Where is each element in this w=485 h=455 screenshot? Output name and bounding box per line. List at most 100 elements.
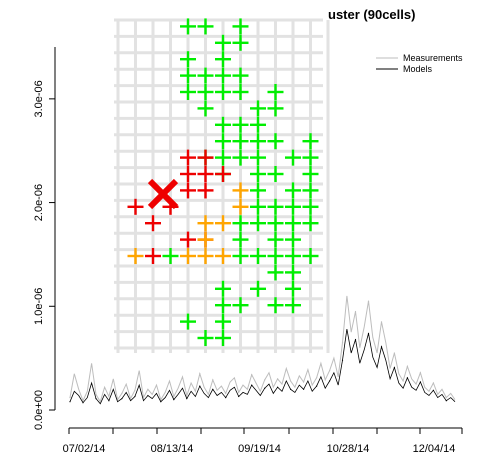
inset-cell-marker-green [302, 248, 319, 264]
y-tick-label: 3.0e-06 [33, 80, 45, 117]
data-point-measurements [121, 392, 123, 394]
series-layer [69, 295, 456, 405]
x-tick-label: 07/02/14 [63, 443, 106, 455]
data-point-measurements [238, 391, 240, 393]
data-point-models [419, 381, 421, 383]
inset-cell-marker-green [250, 166, 266, 182]
inset-cell-marker-green [232, 84, 249, 100]
x-tick-label: 08/13/14 [151, 443, 194, 455]
series-line-models [69, 329, 456, 405]
inset-cell-marker-green [232, 231, 249, 248]
inset-cell-marker-red [180, 149, 196, 166]
inset-cell-marker-green [267, 133, 284, 150]
data-point-models [367, 332, 370, 334]
data-point-measurements [147, 388, 149, 390]
inset-cell-marker-orange [197, 248, 214, 264]
inset-cell-marker-green [232, 18, 249, 35]
data-point-measurements [354, 310, 357, 313]
y-tick-label: 0.0e+00 [33, 390, 45, 430]
y-axis: 0.0e+00 1.0e-06 2.0e-06 3.0e-06 [33, 47, 56, 430]
data-point-models [108, 400, 110, 402]
data-point-models [212, 388, 214, 390]
inset-cell-marker-green [267, 198, 284, 215]
inset-cell-marker-red [197, 182, 214, 199]
inset-cell-marker-orange [180, 248, 196, 264]
inset-cell-marker-red [180, 166, 196, 182]
data-point-measurements [251, 374, 253, 376]
inset-cell-marker-orange [232, 182, 249, 199]
data-point-measurements [95, 393, 97, 395]
y-tick-label: 1.0e-06 [33, 288, 45, 325]
inset-cell-marker-green [215, 330, 231, 346]
inset-cell-marker-green [267, 248, 284, 264]
inset-cell-marker-green [215, 84, 231, 100]
inset-cell-marker-green [302, 198, 319, 215]
inset-cell-marker-green [232, 133, 249, 150]
x-tick-label: 12/04/14 [413, 443, 456, 455]
inset-cell-marker-green [285, 264, 301, 281]
selected-cell-x-marker [147, 178, 179, 210]
inset-cell-marker-green [250, 149, 266, 166]
series-line-measurements [69, 295, 456, 403]
inset-cell-marker-green [250, 100, 266, 117]
inset-cell-marker-green [162, 248, 179, 264]
inset-cell-marker-green [232, 116, 249, 133]
data-point-measurements [419, 372, 421, 374]
data-point-measurements [82, 400, 84, 402]
legend-label-models: Models [403, 64, 433, 74]
inset-cell-marker-green [215, 133, 231, 150]
inset-cell-marker-orange [215, 215, 231, 232]
inset-cell-marker-green [302, 182, 319, 199]
data-point-models [432, 389, 434, 391]
inset-cell-marker-green [285, 297, 301, 314]
data-point-measurements [445, 397, 447, 399]
inset-cell-marker-orange [127, 248, 144, 264]
inset-cell-marker-green [215, 67, 231, 84]
data-point-models [82, 402, 84, 404]
inset-cell-marker-green [180, 18, 196, 35]
inset-cell-marker-green [250, 248, 266, 264]
data-point-models [147, 394, 149, 397]
data-point-models [264, 387, 266, 389]
inset-cell-marker-orange [232, 198, 249, 215]
data-point-models [303, 388, 305, 390]
inset-cell-marker-green [250, 116, 266, 133]
data-point-measurements [432, 382, 434, 384]
inset-cell-marker-green [250, 280, 266, 297]
inset-cell-marker-red [197, 149, 214, 166]
inset-cell-marker-red [145, 248, 161, 264]
inset-cell-marker-orange [197, 231, 214, 248]
inset-cell-marker-red [127, 198, 144, 215]
inset-cell-marker-red [197, 166, 214, 182]
data-point-models [238, 395, 240, 398]
inset-cell-marker-green [180, 67, 196, 84]
data-point-measurements [108, 395, 110, 398]
data-point-measurements [264, 379, 266, 381]
inset-cell-marker-green [232, 297, 249, 314]
inset-cell-marker-green [267, 215, 284, 232]
inset-cell-marker-red [180, 231, 196, 248]
data-point-measurements [277, 378, 279, 380]
data-point-models [173, 399, 175, 401]
y-ticks: 0.0e+00 1.0e-06 2.0e-06 3.0e-06 [33, 80, 55, 430]
data-point-models [354, 338, 357, 341]
data-point-models [199, 385, 201, 387]
inset-cell-marker-green [285, 280, 301, 297]
data-point-measurements [173, 395, 175, 398]
data-point-measurements [406, 365, 408, 367]
inset-cell-marker-green [232, 215, 249, 232]
inset-cell-marker-green [197, 67, 214, 84]
data-point-measurements [290, 380, 292, 382]
inset-cell-marker-red [215, 166, 231, 182]
inset-cell-marker-green [285, 198, 301, 215]
data-point-measurements [212, 379, 214, 381]
inset-cell-marker-green [232, 248, 249, 264]
data-point-models [134, 395, 136, 398]
inset-cell-marker-green [232, 67, 249, 84]
data-point-models [251, 384, 253, 386]
data-point-measurements [380, 321, 383, 323]
inset-cell-marker-green [267, 84, 284, 100]
data-point-measurements [303, 381, 305, 383]
inset-cell-marker-green [250, 215, 266, 232]
